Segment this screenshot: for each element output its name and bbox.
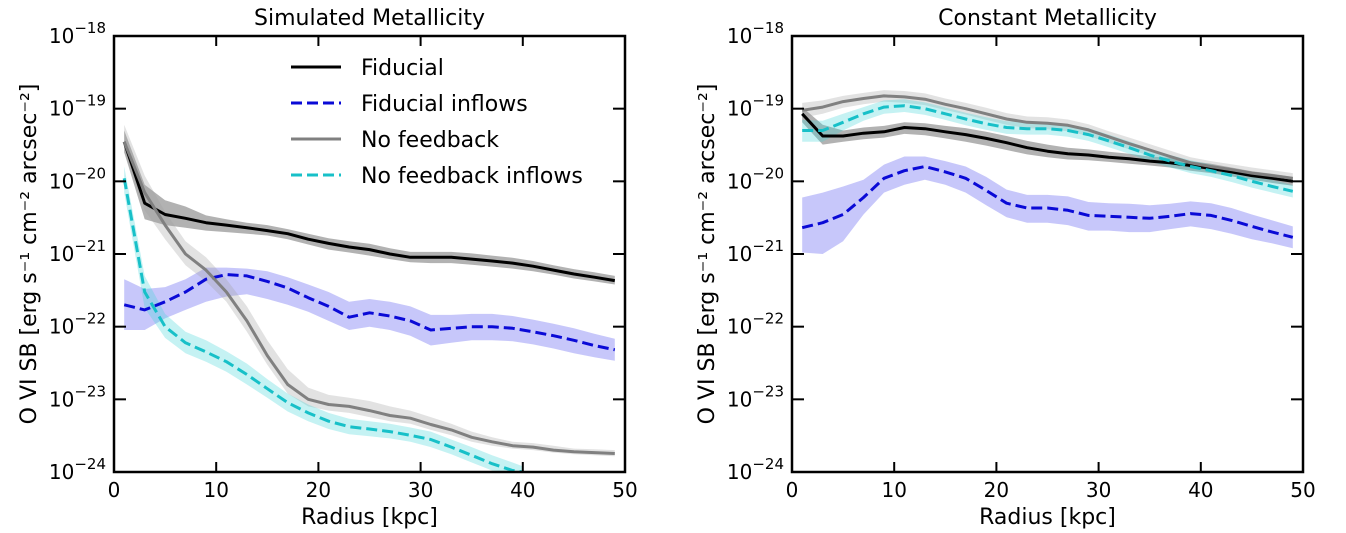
y-tick-label: 10−21 <box>727 237 784 266</box>
line-no-feedback <box>801 94 1293 180</box>
legend-label: No feedback inflows <box>361 164 583 189</box>
x-tick-label: 0 <box>786 478 799 502</box>
y-tick-label: 10−19 <box>727 92 784 121</box>
y-axis-label: O VI SB [erg s⁻¹ cm⁻² arcsec⁻²] <box>17 84 42 425</box>
line-fiducial <box>801 112 1294 183</box>
x-tick-label: 30 <box>1086 478 1111 502</box>
y-tick-label: 10−18 <box>49 19 106 48</box>
legend-label: No feedback <box>361 128 499 153</box>
panel-simulated-metallicity: Simulated Metallicity 0 10 20 30 40 50 10−181… <box>17 6 638 530</box>
panel-constant-metallicity: Constant Metallicity 0 10 20 30 40 50 10−1810… <box>695 6 1316 530</box>
x-tick-label: 20 <box>984 478 1009 502</box>
y-tick-label: 10−24 <box>49 455 106 484</box>
band-fiducial-inflows <box>802 156 1293 254</box>
y-tick-label: 10−23 <box>49 382 106 411</box>
x-tick-label: 40 <box>510 478 535 502</box>
x-tick-label: 50 <box>612 478 637 502</box>
line-no-feedback <box>122 141 615 455</box>
line-no-feedback-inflows <box>802 104 1294 193</box>
y-axis-label: O VI SB [erg s⁻¹ cm⁻² arcsec⁻²] <box>695 84 720 425</box>
legend: Fiducial Fiducial inflows No feedback No fe… <box>291 56 583 189</box>
y-axis-ticks: 10−18 10−19 10−20 10−21 10−22 10−23 10−24 <box>727 19 1303 484</box>
line-fiducial-inflows <box>801 165 1294 239</box>
band-no-feedback <box>802 90 1293 184</box>
y-tick-label: 10−19 <box>49 92 106 121</box>
band-fiducial <box>802 107 1293 186</box>
y-tick-label: 10−20 <box>727 164 784 193</box>
series-lines <box>122 141 616 472</box>
legend-label: Fiducial <box>361 56 444 81</box>
y-tick-label: 10−24 <box>727 455 784 484</box>
x-axis-ticks: 0 10 20 30 40 50 <box>108 36 638 502</box>
legend-label: Fiducial inflows <box>361 92 528 117</box>
line-fiducial <box>122 141 616 283</box>
line-no-feedback-inflows <box>122 178 524 472</box>
y-tick-label: 10−21 <box>49 237 106 266</box>
line-fiducial-inflows <box>123 273 616 352</box>
y-tick-label: 10−18 <box>727 19 784 48</box>
y-tick-label: 10−22 <box>727 310 784 339</box>
panel-title: Constant Metallicity <box>938 6 1157 31</box>
y-tick-label: 10−23 <box>727 382 784 411</box>
x-tick-label: 10 <box>203 478 228 502</box>
x-tick-label: 0 <box>108 478 121 502</box>
x-tick-label: 20 <box>306 478 331 502</box>
confidence-bands <box>802 90 1293 254</box>
x-tick-label: 30 <box>408 478 433 502</box>
band-fiducial <box>124 130 615 285</box>
x-tick-label: 40 <box>1188 478 1213 502</box>
series-lines <box>801 94 1294 239</box>
band-no-feedback-inflows <box>124 166 523 472</box>
y-tick-label: 10−20 <box>49 164 106 193</box>
band-no-feedback <box>124 124 615 457</box>
panel-title: Simulated Metallicity <box>254 6 485 31</box>
x-axis-label: Radius [kpc] <box>979 505 1116 530</box>
x-axis-ticks: 0 10 20 30 40 50 <box>786 36 1316 502</box>
x-tick-label: 50 <box>1290 478 1315 502</box>
x-tick-label: 10 <box>881 478 906 502</box>
x-axis-label: Radius [kpc] <box>301 505 438 530</box>
y-axis-ticks: 10−18 10−19 10−20 10−21 10−22 10−23 10−24 <box>49 19 625 484</box>
y-tick-label: 10−22 <box>49 310 106 339</box>
